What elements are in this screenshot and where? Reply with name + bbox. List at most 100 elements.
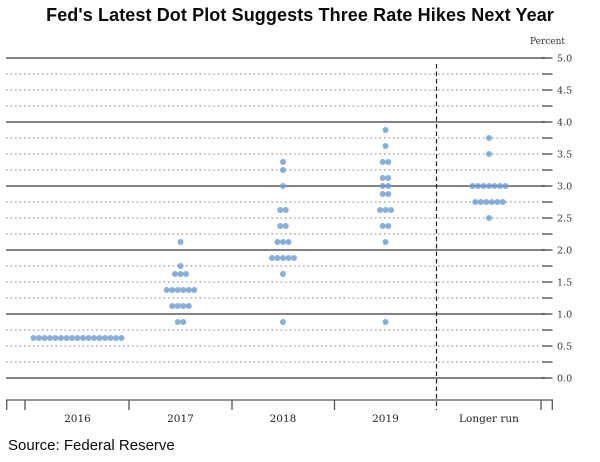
dot bbox=[191, 287, 198, 293]
y-axis-tick-label: 1.5 bbox=[557, 277, 572, 288]
dot bbox=[377, 207, 383, 213]
dot bbox=[486, 215, 492, 221]
y-axis-tick-label: 4.5 bbox=[557, 85, 572, 96]
dot bbox=[177, 271, 184, 277]
dot bbox=[58, 335, 64, 341]
y-axis-tick-label: 3.5 bbox=[557, 149, 572, 160]
dot bbox=[36, 335, 42, 341]
y-axis-tick-label: 3.0 bbox=[557, 181, 572, 192]
dot bbox=[280, 255, 286, 261]
dot bbox=[80, 335, 86, 341]
dot bbox=[69, 335, 75, 341]
x-axis-label-2018: 2018 bbox=[270, 413, 297, 425]
dot bbox=[280, 167, 286, 173]
dot bbox=[174, 287, 181, 293]
dot bbox=[382, 239, 389, 245]
dot bbox=[497, 183, 503, 189]
dot bbox=[486, 151, 492, 157]
dot bbox=[47, 335, 53, 341]
y-axis-tick-label: 4.0 bbox=[557, 117, 572, 128]
dot bbox=[486, 183, 492, 189]
x-axis-label-2016: 2016 bbox=[64, 413, 91, 425]
dot bbox=[379, 183, 386, 189]
dot bbox=[180, 287, 187, 293]
dot bbox=[382, 319, 389, 325]
x-axis-label-2017: 2017 bbox=[167, 413, 194, 425]
dot bbox=[177, 239, 184, 245]
dot bbox=[499, 199, 506, 205]
chart-title: Fed's Latest Dot Plot Suggests Three Rat… bbox=[46, 5, 554, 25]
dot bbox=[269, 255, 275, 261]
dot bbox=[274, 255, 281, 261]
dot bbox=[494, 199, 501, 205]
dot bbox=[185, 303, 192, 309]
dot bbox=[486, 135, 492, 141]
dot bbox=[385, 159, 392, 165]
dot bbox=[280, 159, 286, 165]
x-axis-label-longer-run: Longer run bbox=[459, 413, 519, 425]
dot bbox=[174, 319, 181, 325]
source-text: Source: Federal Reserve bbox=[8, 437, 175, 454]
dot bbox=[379, 191, 386, 197]
dot bbox=[480, 183, 487, 189]
dot bbox=[280, 319, 286, 325]
dot bbox=[472, 199, 479, 205]
dot bbox=[180, 303, 187, 309]
dot bbox=[174, 303, 181, 309]
dot bbox=[280, 183, 286, 189]
dot bbox=[41, 335, 48, 341]
dot bbox=[502, 183, 509, 189]
dot bbox=[285, 255, 292, 261]
dot bbox=[382, 143, 389, 149]
dot bbox=[177, 263, 184, 269]
dot bbox=[385, 175, 392, 181]
dot bbox=[277, 223, 284, 229]
dot bbox=[385, 191, 392, 197]
dot bbox=[183, 271, 189, 277]
dot bbox=[382, 207, 389, 213]
dot bbox=[379, 223, 386, 229]
dot bbox=[113, 335, 119, 341]
dot bbox=[488, 199, 495, 205]
dot bbox=[382, 127, 389, 133]
dot bbox=[180, 319, 187, 325]
dot bbox=[185, 287, 192, 293]
dot bbox=[52, 335, 59, 341]
dot bbox=[280, 271, 286, 277]
y-axis-tick-label: 0.5 bbox=[557, 341, 572, 352]
y-axis-tick-label: 1.0 bbox=[557, 309, 572, 320]
y-axis-tick-label: 2.0 bbox=[557, 245, 572, 256]
dot bbox=[388, 207, 394, 213]
dot bbox=[169, 303, 176, 309]
dot bbox=[379, 159, 386, 165]
dot bbox=[282, 223, 289, 229]
dot bbox=[63, 335, 70, 341]
dot bbox=[385, 223, 392, 229]
dot bbox=[74, 335, 81, 341]
dot bbox=[169, 287, 176, 293]
dot bbox=[107, 335, 114, 341]
x-axis-label-2019: 2019 bbox=[372, 413, 399, 425]
dot bbox=[91, 335, 97, 341]
dot bbox=[102, 335, 108, 341]
y-axis-tick-label: 0.0 bbox=[557, 373, 572, 384]
dot bbox=[274, 239, 281, 245]
dot bbox=[30, 335, 37, 341]
dot bbox=[477, 199, 484, 205]
dot bbox=[483, 199, 490, 205]
dot bbox=[491, 183, 498, 189]
dot bbox=[469, 183, 476, 189]
dot bbox=[96, 335, 103, 341]
dot bbox=[291, 255, 297, 261]
dot bbox=[163, 287, 170, 293]
dot bbox=[475, 183, 481, 189]
dot bbox=[285, 239, 292, 245]
dot bbox=[379, 175, 386, 181]
dot bbox=[118, 335, 125, 341]
y-axis-tick-label: 2.5 bbox=[557, 213, 572, 224]
y-axis-unit-label: Percent bbox=[529, 37, 565, 47]
dot bbox=[85, 335, 92, 341]
dot bbox=[282, 207, 289, 213]
